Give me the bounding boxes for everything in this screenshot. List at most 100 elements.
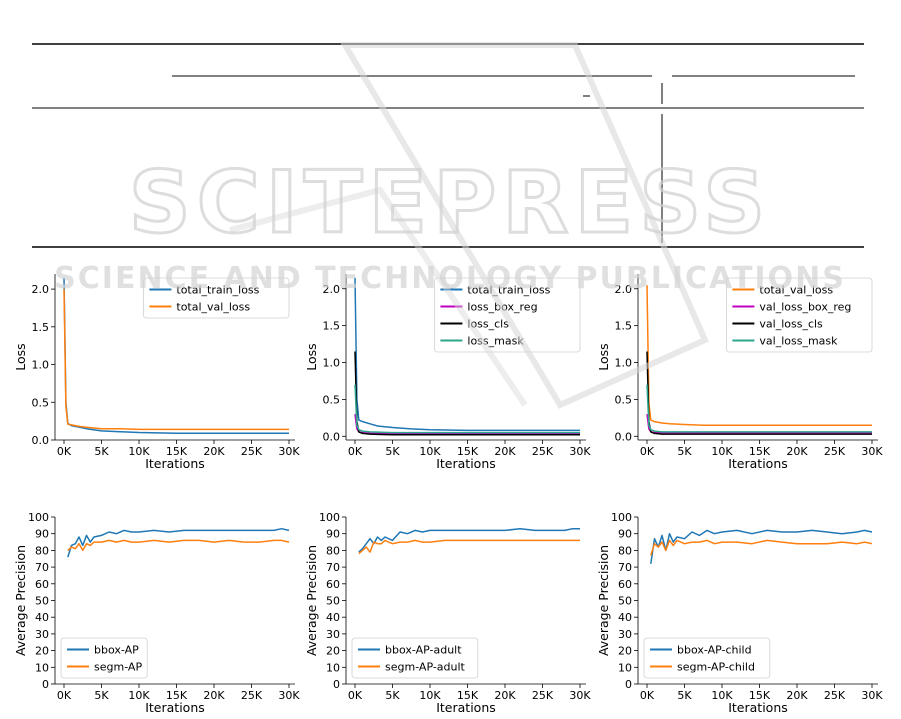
x-tick-label: 30K bbox=[569, 689, 591, 702]
x-tick-label: 30K bbox=[861, 689, 883, 702]
y-tick-label: 90 bbox=[326, 528, 340, 541]
legend-label: bbox-AP-child bbox=[677, 644, 752, 657]
y-axis-label: Average Precision bbox=[596, 545, 611, 656]
y-tick-label: 0.5 bbox=[323, 393, 341, 406]
x-tick-label: 10K bbox=[711, 445, 733, 458]
x-tick-label: 20K bbox=[203, 445, 225, 458]
y-axis-label: Average Precision bbox=[13, 545, 28, 656]
legend-box bbox=[60, 637, 148, 679]
y-tick-label: 10 bbox=[35, 661, 49, 674]
y-tick-label: 0 bbox=[42, 678, 49, 691]
y-tick-label: 80 bbox=[35, 544, 49, 557]
legend-label: val_loss_mask bbox=[759, 335, 838, 348]
x-tick-label: 0K bbox=[640, 689, 655, 702]
legend-label: loss_mask bbox=[467, 335, 524, 348]
x-tick-label: 15K bbox=[749, 689, 771, 702]
chart-1: 0K 5K 10K 15K 20K 25K 30K 0.0 0.5 1.0 1.5 2.0 Iterat… bbox=[13, 274, 300, 471]
y-tick-label: 100 bbox=[611, 511, 632, 524]
y-tick-label: 10 bbox=[618, 661, 632, 674]
x-tick-label: 30K bbox=[278, 689, 300, 702]
x-tick-label: 0K bbox=[57, 445, 72, 458]
x-tick-label: 25K bbox=[824, 689, 846, 702]
x-axis-label: Iterations bbox=[728, 700, 788, 715]
y-tick-label: 1.0 bbox=[32, 359, 50, 372]
x-tick-label: 10K bbox=[419, 689, 441, 702]
y-tick-label: 80 bbox=[326, 544, 340, 557]
chart-6: 0K 5K 10K 15K 20K 25K 30K 0 10 20 30 40 50 60 70 80 90 10… bbox=[596, 511, 883, 715]
x-tick-label: 15K bbox=[457, 689, 479, 702]
x-tick-label: 20K bbox=[203, 689, 225, 702]
y-tick-label: 100 bbox=[28, 511, 49, 524]
x-tick-label: 25K bbox=[532, 445, 554, 458]
x-tick-label: 5K bbox=[677, 689, 692, 702]
legend-label: segm-AP-child bbox=[677, 661, 755, 674]
x-tick-label: 20K bbox=[786, 445, 808, 458]
y-tick-label: 0.0 bbox=[323, 430, 341, 443]
y-tick-label: 0.5 bbox=[32, 396, 50, 409]
legend-label: total_train_loss bbox=[176, 284, 259, 297]
y-tick-label: 2.0 bbox=[323, 283, 341, 296]
x-tick-label: 10K bbox=[419, 445, 441, 458]
legend-label: total_train_loss bbox=[467, 284, 550, 297]
chart-4: 0K 5K 10K 15K 20K 25K 30K 0 10 20 30 40 50 60 70 80 90 10… bbox=[13, 511, 300, 715]
y-tick-label: 20 bbox=[326, 645, 340, 658]
legend-box bbox=[142, 277, 290, 319]
y-tick-label: 1.5 bbox=[615, 320, 633, 333]
x-tick-label: 20K bbox=[494, 689, 516, 702]
y-tick-label: 30 bbox=[35, 628, 49, 641]
x-tick-label: 0K bbox=[348, 445, 363, 458]
series-line-segm-AP-adult bbox=[358, 539, 580, 555]
y-tick-label: 20 bbox=[618, 645, 632, 658]
y-tick-label: 90 bbox=[35, 528, 49, 541]
legend-label: val_loss_cls bbox=[759, 318, 823, 331]
y-tick-label: 60 bbox=[326, 578, 340, 591]
y-tick-label: 2.0 bbox=[615, 283, 633, 296]
x-tick-label: 5K bbox=[94, 445, 109, 458]
x-tick-label: 5K bbox=[385, 689, 400, 702]
legend-label: segm-AP bbox=[94, 661, 142, 674]
y-tick-label: 50 bbox=[35, 595, 49, 608]
y-tick-label: 80 bbox=[618, 544, 632, 557]
x-tick-label: 25K bbox=[241, 445, 263, 458]
y-axis-label: Loss bbox=[13, 343, 28, 370]
legend-label: val_loss_box_reg bbox=[759, 301, 851, 314]
y-tick-label: 90 bbox=[618, 528, 632, 541]
y-tick-label: 40 bbox=[326, 611, 340, 624]
x-tick-label: 25K bbox=[532, 689, 554, 702]
x-tick-label: 15K bbox=[749, 445, 771, 458]
y-axis-label: Loss bbox=[304, 343, 319, 370]
y-tick-label: 0.0 bbox=[32, 434, 50, 447]
y-tick-label: 30 bbox=[326, 628, 340, 641]
y-tick-label: 0.0 bbox=[615, 430, 633, 443]
legend-label: total_val_loss bbox=[759, 284, 833, 297]
legend-box bbox=[351, 637, 479, 679]
y-tick-label: 50 bbox=[326, 595, 340, 608]
x-tick-label: 10K bbox=[128, 445, 150, 458]
series-line-segm-AP-child bbox=[650, 539, 873, 556]
x-tick-label: 0K bbox=[640, 445, 655, 458]
y-tick-label: 1.5 bbox=[32, 321, 50, 334]
x-tick-label: 20K bbox=[786, 689, 808, 702]
y-tick-label: 70 bbox=[326, 561, 340, 574]
y-tick-label: 1.0 bbox=[323, 357, 341, 370]
series-line-val_loss_mask bbox=[646, 384, 872, 433]
x-tick-label: 30K bbox=[861, 445, 883, 458]
y-tick-label: 60 bbox=[618, 578, 632, 591]
x-tick-label: 15K bbox=[166, 689, 188, 702]
series-line-segm-AP bbox=[67, 539, 290, 552]
x-axis-label: Iterations bbox=[436, 700, 496, 715]
x-tick-label: 30K bbox=[569, 445, 591, 458]
y-tick-label: 70 bbox=[35, 561, 49, 574]
y-tick-label: 60 bbox=[35, 578, 49, 591]
y-tick-label: 40 bbox=[618, 611, 632, 624]
x-axis-label: Iterations bbox=[145, 700, 205, 715]
x-tick-label: 10K bbox=[128, 689, 150, 702]
x-tick-label: 5K bbox=[677, 445, 692, 458]
y-tick-label: 50 bbox=[618, 595, 632, 608]
x-tick-label: 0K bbox=[57, 689, 72, 702]
x-tick-label: 5K bbox=[94, 689, 109, 702]
y-axis-label: Loss bbox=[596, 343, 611, 370]
legend-label: loss_cls bbox=[467, 318, 509, 331]
x-tick-label: 15K bbox=[166, 445, 188, 458]
series-line-total_val_loss bbox=[646, 285, 872, 426]
